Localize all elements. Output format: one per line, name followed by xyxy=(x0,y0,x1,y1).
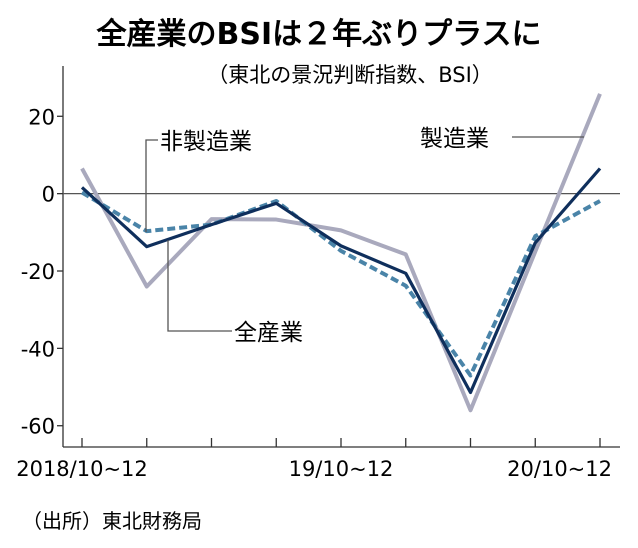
y-tick-label: 20 xyxy=(28,105,55,129)
x-tick-label: 20/10~12 xyxy=(507,457,612,481)
label-non-manufacturing: 非製造業 xyxy=(160,129,252,155)
x-tick-label: 2018/10~12 xyxy=(16,457,148,481)
leader-line-non-manufacturing xyxy=(145,139,158,232)
chart-subtitle: （東北の景況判断指数、BSI） xyxy=(207,63,493,87)
leader-line-all-industries xyxy=(167,240,232,332)
y-tick-label: -20 xyxy=(21,260,55,284)
label-all-industries: 全産業 xyxy=(234,320,303,346)
y-tick-label: 0 xyxy=(42,183,55,207)
series-labels: 非製造業 全産業 製造業 xyxy=(145,126,584,346)
label-manufacturing: 製造業 xyxy=(420,126,489,152)
axes: 20 0 -20 -40 -60 2018/10~12 19/10~12 20/10~12 xyxy=(16,66,620,481)
x-tick-label: 19/10~12 xyxy=(289,457,394,481)
y-tick-label: -40 xyxy=(21,337,55,361)
source-note: （出所）東北財務局 xyxy=(22,509,202,533)
chart-title: 全産業のBSIは２年ぶりプラスに xyxy=(95,17,541,52)
y-tick-label: -60 xyxy=(21,415,55,439)
